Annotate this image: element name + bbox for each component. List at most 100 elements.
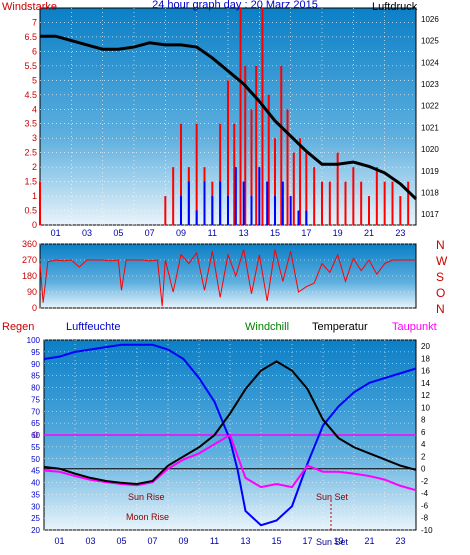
wind-axis-ticks: 0 0.5 1 1.5 2 2.5 3 3.5 4 4.5 5 5.5 6 6.5 7 xyxy=(24,17,37,230)
pressure-tick-label: 1026 xyxy=(421,15,439,24)
direction-tick-label: 0 xyxy=(32,303,37,313)
wind-average-bars xyxy=(180,167,308,225)
legend-regen: Regen xyxy=(2,321,34,333)
hour-tick-label: 23 xyxy=(395,228,405,238)
hour-tick-label: 21 xyxy=(364,228,374,238)
humidity-tick-label: 45 xyxy=(31,467,40,476)
pressure-line xyxy=(40,34,418,201)
humidity-tick-label: 80 xyxy=(31,384,40,393)
hour-tick-label: 07 xyxy=(145,228,155,238)
wind-direction-line xyxy=(39,249,416,307)
compass-label: N xyxy=(436,238,445,252)
humidity-tick-label: 35 xyxy=(31,490,40,499)
temperature-line xyxy=(43,360,417,486)
humidity-tick-label: 85 xyxy=(31,372,40,381)
wind-tick-label: 1.5 xyxy=(24,177,37,187)
hour-tick-label: 13 xyxy=(239,228,249,238)
humidity-tick-label: 75 xyxy=(31,395,40,404)
sunset-axis-label: Sun Set xyxy=(316,537,349,547)
humidity-tick-label: 50 xyxy=(31,455,40,464)
pressure-tick-label: 1021 xyxy=(421,123,439,132)
direction-tick-label: 270 xyxy=(22,255,37,265)
temperature-tick-label: 18 xyxy=(421,354,430,363)
pressure-tick-label: 1022 xyxy=(421,102,439,111)
temperature-tick-label: -10 xyxy=(421,526,433,535)
compass-label: N xyxy=(436,302,445,316)
wind-tick-label: 1 xyxy=(32,191,37,201)
wind-tick-label: 6 xyxy=(32,46,37,56)
moonrise-label: Moon Rise xyxy=(126,512,169,522)
wind-tick-label: 4 xyxy=(32,104,37,114)
humidity-tick-label: 65 xyxy=(31,419,40,428)
temperature-tick-label: 8 xyxy=(421,416,426,425)
wind-tick-label: 6.5 xyxy=(24,32,37,42)
hour-tick-label: 09 xyxy=(176,228,186,238)
temperature-tick-label: 2 xyxy=(421,452,426,461)
hour-tick-label: 05 xyxy=(116,536,126,546)
wind-tick-label: 0.5 xyxy=(24,206,37,216)
temperature-tick-label: 12 xyxy=(421,391,430,400)
temperature-tick-label: -8 xyxy=(421,514,429,523)
wind-pressure-x-ticks: 01 03 05 07 09 11 13 15 17 19 21 23 xyxy=(51,228,406,238)
hour-tick-label: 01 xyxy=(54,536,64,546)
wind-pressure-title: 24 hour graph day : 20 Marz 2015 xyxy=(152,0,318,11)
direction-tick-label: 360 xyxy=(22,239,37,249)
direction-tick-label: 90 xyxy=(27,287,37,297)
wind-tick-label: 5.5 xyxy=(24,61,37,71)
hour-tick-label: 11 xyxy=(208,228,217,238)
hour-tick-label: 03 xyxy=(82,228,92,238)
humidity-tick-label: 25 xyxy=(31,514,40,523)
hour-tick-label: 15 xyxy=(271,536,281,546)
legend-taupunkt: Taupunkt xyxy=(392,321,437,333)
hour-tick-label: 19 xyxy=(333,228,343,238)
compass-label: O xyxy=(436,286,445,300)
legend-temperatur: Temperatur xyxy=(312,321,368,333)
humidity-tick-label: 30 xyxy=(31,502,40,511)
humidity-line xyxy=(43,343,417,527)
hour-tick-label: 21 xyxy=(364,536,374,546)
wind-direction-axis-ticks: 0 90 180 270 360 xyxy=(22,239,37,313)
hour-tick-label: 23 xyxy=(395,536,405,546)
humidity-tick-label: 55 xyxy=(31,443,40,452)
wind-tick-label: 2 xyxy=(32,162,37,172)
wind-tick-label: 5 xyxy=(32,75,37,85)
temperature-tick-label: -4 xyxy=(421,489,429,498)
dewpoint-line xyxy=(43,433,417,492)
wind-axis-label: Windstarke xyxy=(2,1,57,13)
hour-tick-label: 17 xyxy=(301,228,311,238)
sunrise-label: Sun Rise xyxy=(128,492,165,502)
compass-label: S xyxy=(436,270,444,284)
sunset-label: Sun Set xyxy=(316,492,349,502)
temperature-tick-label: 10 xyxy=(421,403,430,412)
temperature-tick-label: 4 xyxy=(421,440,426,449)
hour-tick-label: 15 xyxy=(270,228,280,238)
hour-tick-label: 07 xyxy=(147,536,157,546)
wind-tick-label: 4.5 xyxy=(24,90,37,100)
hour-tick-label: 05 xyxy=(113,228,123,238)
wind-tick-label: 3.5 xyxy=(24,119,37,129)
humidity-tick-label: 70 xyxy=(31,407,40,416)
pressure-tick-label: 1018 xyxy=(421,188,439,197)
temperature-tick-label: 6 xyxy=(421,428,426,437)
wind-tick-label: 0 xyxy=(32,220,37,230)
pressure-tick-label: 1025 xyxy=(421,37,439,46)
hour-tick-label: 17 xyxy=(302,536,312,546)
compass-label: W xyxy=(436,254,448,268)
hour-tick-label: 11 xyxy=(210,536,219,546)
humidity-axis-ticks: 20 25 30 35 40 45 50 55 60 65 70 75 80 85 90 95 100 xyxy=(27,336,41,535)
temperature-tick-label: 16 xyxy=(421,367,430,376)
pressure-tick-label: 1019 xyxy=(421,167,439,176)
pressure-axis-label: Luftdruck xyxy=(372,1,418,13)
hour-tick-label: 09 xyxy=(178,536,188,546)
temperature-tick-label: -6 xyxy=(421,501,429,510)
legend-luftfeuchte: Luftfeuchte xyxy=(66,321,120,333)
hour-tick-label: 03 xyxy=(85,536,95,546)
humidity-tick-label: 90 xyxy=(31,360,40,369)
rain-marker-label: 0 xyxy=(33,430,38,440)
wind-tick-label: 3 xyxy=(32,133,37,143)
legend-windchill: Windchill xyxy=(245,321,289,333)
humidity-tick-label: 60 xyxy=(31,431,40,440)
humidity-tick-label: 20 xyxy=(31,526,40,535)
